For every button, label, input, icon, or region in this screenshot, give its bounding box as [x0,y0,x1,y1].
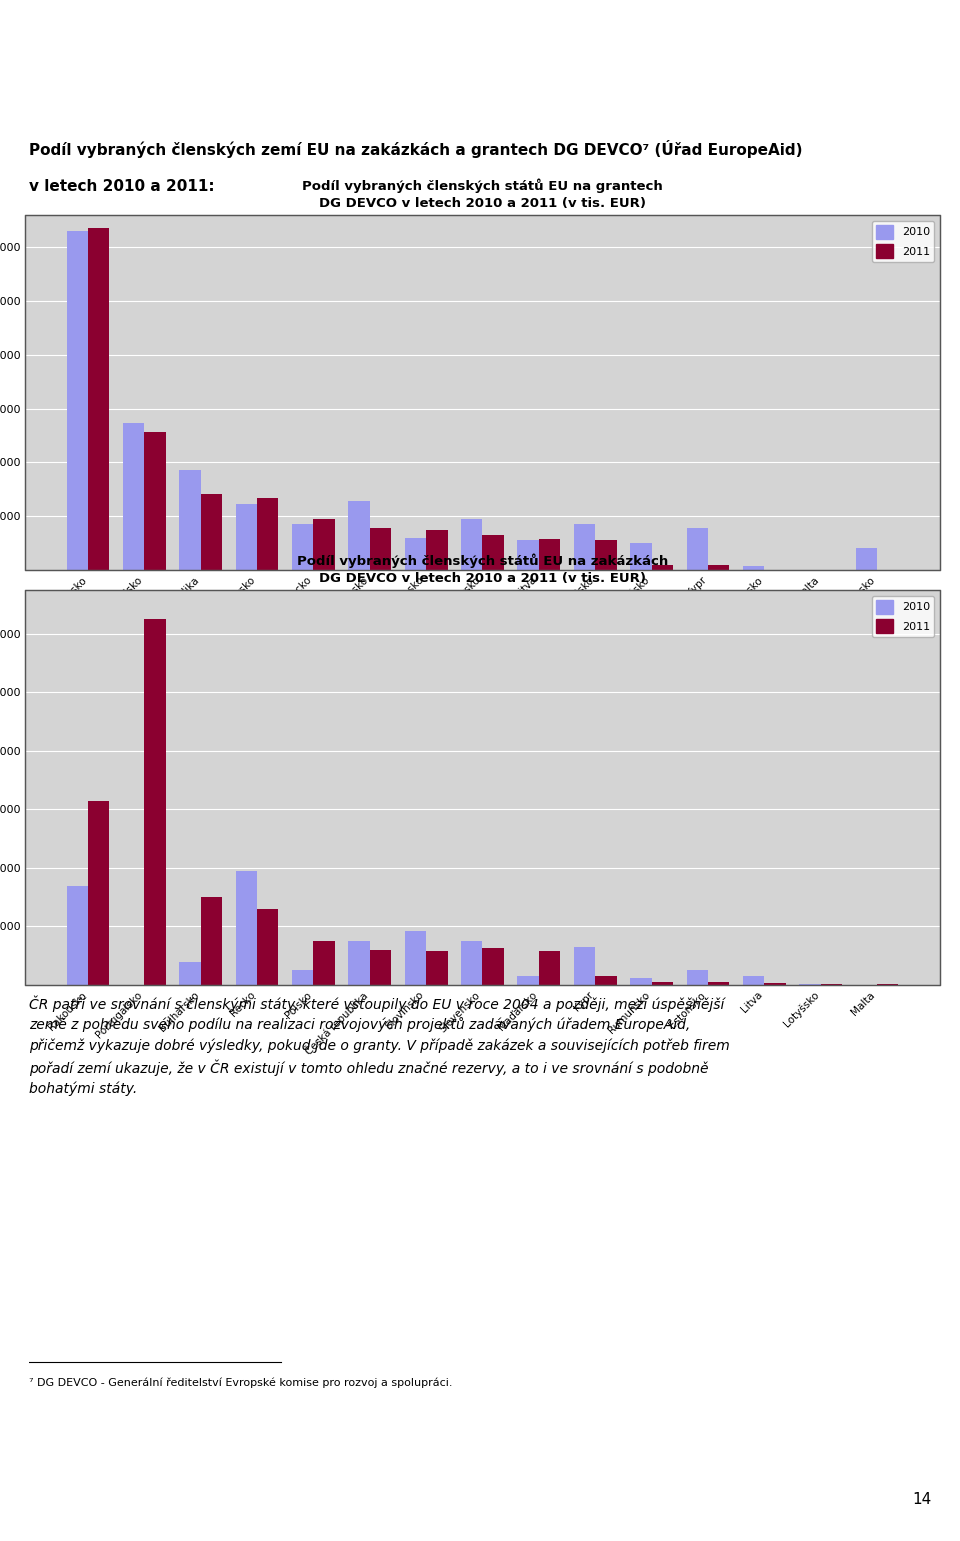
Bar [708,982,730,985]
Bar [708,564,730,570]
Bar [123,422,144,570]
Bar [686,529,708,570]
Bar [630,977,652,985]
Bar [313,942,335,985]
Bar [180,962,201,985]
Bar [180,470,201,570]
Bar [743,975,764,985]
Bar [348,942,370,985]
Title: Podíl vybraných členských států EU na grantech
DG DEVCO v letech 2010 a 2011 (v : Podíl vybraných členských států EU na gr… [302,179,662,210]
Bar [292,524,313,570]
Bar [539,539,561,570]
Bar [686,971,708,985]
Bar [574,524,595,570]
Bar [405,931,426,985]
Bar [144,619,166,985]
Title: Podíl vybraných členských států EU na zakázkách
DG DEVCO v letech 2010 a 2011 (v: Podíl vybraných členských států EU na za… [297,553,668,584]
Bar [595,975,616,985]
Bar [764,983,785,985]
Bar [201,493,222,570]
Bar [201,897,222,985]
Bar [630,542,652,570]
Bar [595,539,616,570]
Bar [88,228,109,570]
Bar [652,982,673,985]
Bar [292,971,313,985]
Text: Podíl vybraných členských zemí EU na zakázkách a grantech DG DEVCO⁷ (Úřad Europe: Podíl vybraných členských zemí EU na zak… [29,140,803,159]
Bar [66,886,88,985]
Bar [517,975,539,985]
Text: v letech 2010 a 2011:: v letech 2010 a 2011: [29,179,214,194]
Legend: 2010, 2011: 2010, 2011 [872,595,934,636]
Bar [426,530,447,570]
Bar [235,871,257,985]
Bar [370,529,392,570]
Text: 14: 14 [912,1493,931,1507]
Bar [257,909,278,985]
Legend: 2010, 2011: 2010, 2011 [872,220,934,262]
Bar [144,433,166,570]
Bar [313,519,335,570]
Bar [235,504,257,570]
Bar [483,948,504,985]
Bar [743,566,764,570]
Text: ⁷ DG DEVCO - Generální ředitelství Evropské komise pro rozvoj a spolupráci.: ⁷ DG DEVCO - Generální ředitelství Evrop… [29,1378,452,1388]
Text: ČR patří ve srovnání s členskými státy, které vstoupily do EU v roce 2004 a pozd: ČR patří ve srovnání s členskými státy, … [29,995,730,1096]
Bar [426,951,447,985]
Bar [405,538,426,570]
Bar [370,949,392,985]
Bar [461,942,483,985]
Bar [461,519,483,570]
Bar [652,564,673,570]
Bar [574,948,595,985]
Bar [348,501,370,570]
Bar [855,549,877,570]
Bar [88,801,109,985]
Bar [517,539,539,570]
Bar [257,498,278,570]
Bar [66,231,88,570]
Bar [483,535,504,570]
Bar [539,951,561,985]
